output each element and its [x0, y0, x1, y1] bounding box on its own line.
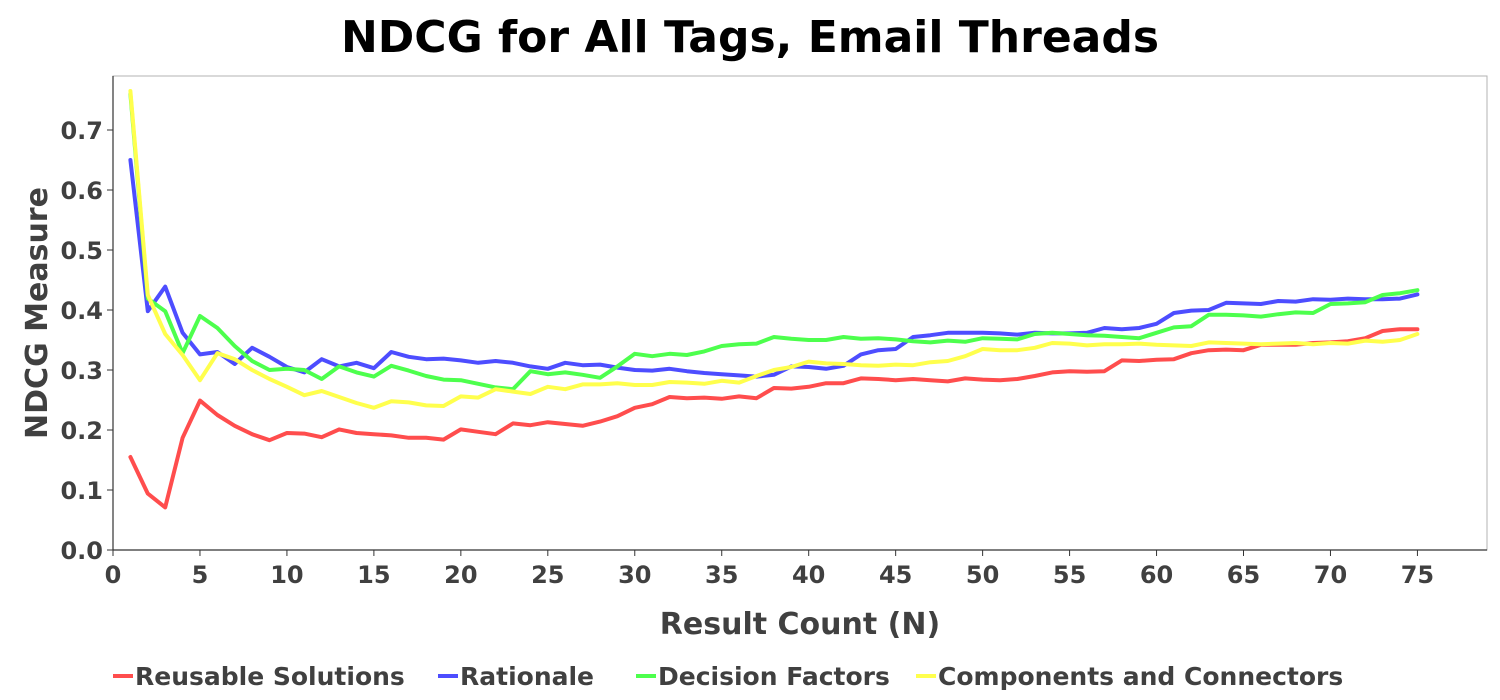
legend-label: Decision Factors: [658, 662, 890, 691]
y-tick-label: 0.6: [60, 177, 103, 205]
x-tick-label: 0: [105, 561, 122, 589]
legend-item-decision-factors: Decision Factors: [636, 662, 890, 691]
x-axis-label: Result Count (N): [660, 607, 940, 642]
x-tick-label: 15: [357, 561, 390, 589]
x-tick-label: 70: [1314, 561, 1347, 589]
x-tick-label: 20: [444, 561, 477, 589]
y-tick-label: 0.1: [60, 477, 103, 505]
series-line-rationale: [128, 158, 1420, 379]
x-tick-label: 60: [1140, 561, 1173, 589]
chart-title: NDCG for All Tags, Email Threads: [341, 12, 1159, 63]
plot-area: [112, 75, 1488, 551]
y-tick-label: 0.5: [60, 237, 103, 265]
legend-label: Rationale: [460, 662, 594, 691]
axes: 0 5 10 15 20 25 30 35 40 45 50 55 60 65 70 75 0.0 0.1 0.2 0…: [60, 76, 1487, 589]
legend-item-components-and-connectors: Components and Connectors: [916, 662, 1343, 691]
x-tick-label: 45: [879, 561, 912, 589]
legend: Reusable Solutions Rationale Decision Fact…: [113, 662, 1343, 691]
x-tick-label: 50: [966, 561, 999, 589]
series-line-components-and-connectors: [128, 89, 1420, 410]
y-tick-label: 0.0: [60, 537, 103, 565]
x-tick-label: 35: [705, 561, 738, 589]
x-tick-label: 40: [792, 561, 825, 589]
y-tick-label: 0.4: [60, 297, 103, 325]
series-line-decision-factors: [128, 92, 1420, 392]
y-axis-label: NDCG Measure: [20, 187, 55, 439]
x-tick-label: 5: [192, 561, 209, 589]
x-tick-label: 25: [531, 561, 564, 589]
legend-item-rationale: Rationale: [438, 662, 594, 691]
y-tick-label: 0.7: [60, 117, 103, 145]
y-tick-label: 0.2: [60, 417, 103, 445]
series-lines: [128, 89, 1420, 510]
series-line-reusable-solutions: [128, 327, 1420, 510]
x-tick-label: 75: [1401, 561, 1434, 589]
x-tick-label: 65: [1227, 561, 1260, 589]
x-tick-label: 30: [618, 561, 651, 589]
legend-label: Reusable Solutions: [135, 662, 405, 691]
x-tick-label: 10: [270, 561, 303, 589]
x-tick-label: 55: [1053, 561, 1086, 589]
legend-label: Components and Connectors: [938, 662, 1343, 691]
y-tick-label: 0.3: [60, 357, 103, 385]
legend-item-reusable-solutions: Reusable Solutions: [113, 662, 405, 691]
